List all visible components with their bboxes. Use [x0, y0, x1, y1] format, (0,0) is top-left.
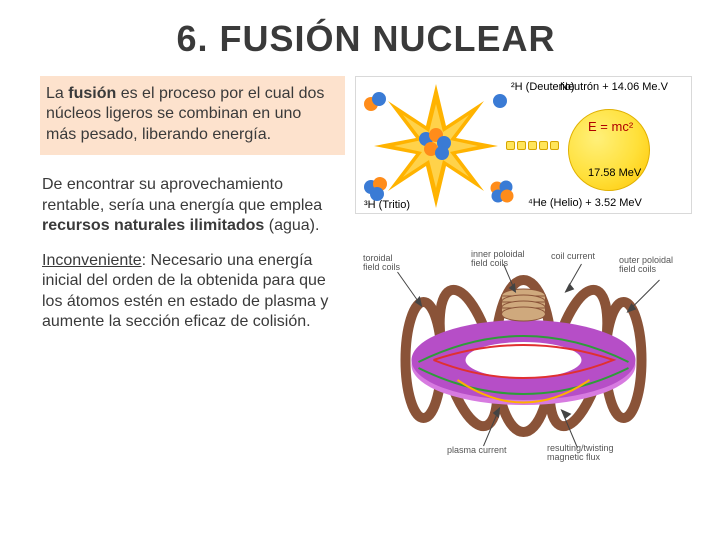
tritium-label: ³H (Tritio) — [364, 199, 410, 211]
def-pre: La — [46, 85, 68, 102]
magnetic-flux-label: resulting/twisting magnetic flux — [547, 444, 614, 463]
helium-icon — [488, 179, 516, 205]
helium-label: ⁴He (Helio) + 3.52 MeV — [528, 197, 642, 209]
deuterium-icon — [362, 91, 388, 113]
definition-box: La fusión es el proceso por el cual dos … — [40, 76, 345, 155]
energy-arrow-icon — [506, 141, 559, 150]
coil-current-label: coil current — [551, 252, 595, 261]
toroidal-label: toroidal field coils — [363, 254, 400, 273]
p2-bold: recursos naturales ilimitados — [42, 217, 264, 234]
total-energy-label: 17.58 MeV — [588, 167, 641, 179]
left-column: La fusión es el proceso por el cual dos … — [40, 76, 345, 460]
right-column: ²H (Deuterio) ³H (Tritio) Neutrón + 14.0… — [355, 76, 692, 460]
neutron-icon — [492, 93, 508, 109]
collision-icon — [416, 127, 458, 163]
def-bold: fusión — [68, 85, 116, 102]
fusion-diagram: ²H (Deuterio) ³H (Tritio) Neutrón + 14.0… — [355, 76, 692, 214]
neutron-label: Neutrón + 14.06 Me.V — [560, 81, 668, 93]
slide-title: 6. FUSIÓN NUCLEAR — [40, 18, 692, 60]
inner-poloidal-label: inner poloidal field coils — [471, 250, 525, 269]
p2-t1: De encontrar su aprovechamiento rentable… — [42, 176, 322, 213]
p3-label: Inconveniente — [42, 252, 142, 269]
p2-t2: (agua). — [264, 217, 319, 234]
outer-poloidal-label: outer poloidal field coils — [619, 256, 673, 275]
paragraph-resources: De encontrar su aprovechamiento rentable… — [40, 175, 345, 236]
plasma-current-label: plasma current — [447, 446, 507, 455]
tokamak-svg — [355, 250, 692, 460]
tokamak-diagram: toroidal field coils inner poloidal fiel… — [355, 250, 692, 460]
emc2-label: E = mc² — [588, 119, 633, 134]
paragraph-drawback: Inconveniente: Necesario una energía ini… — [40, 251, 345, 333]
